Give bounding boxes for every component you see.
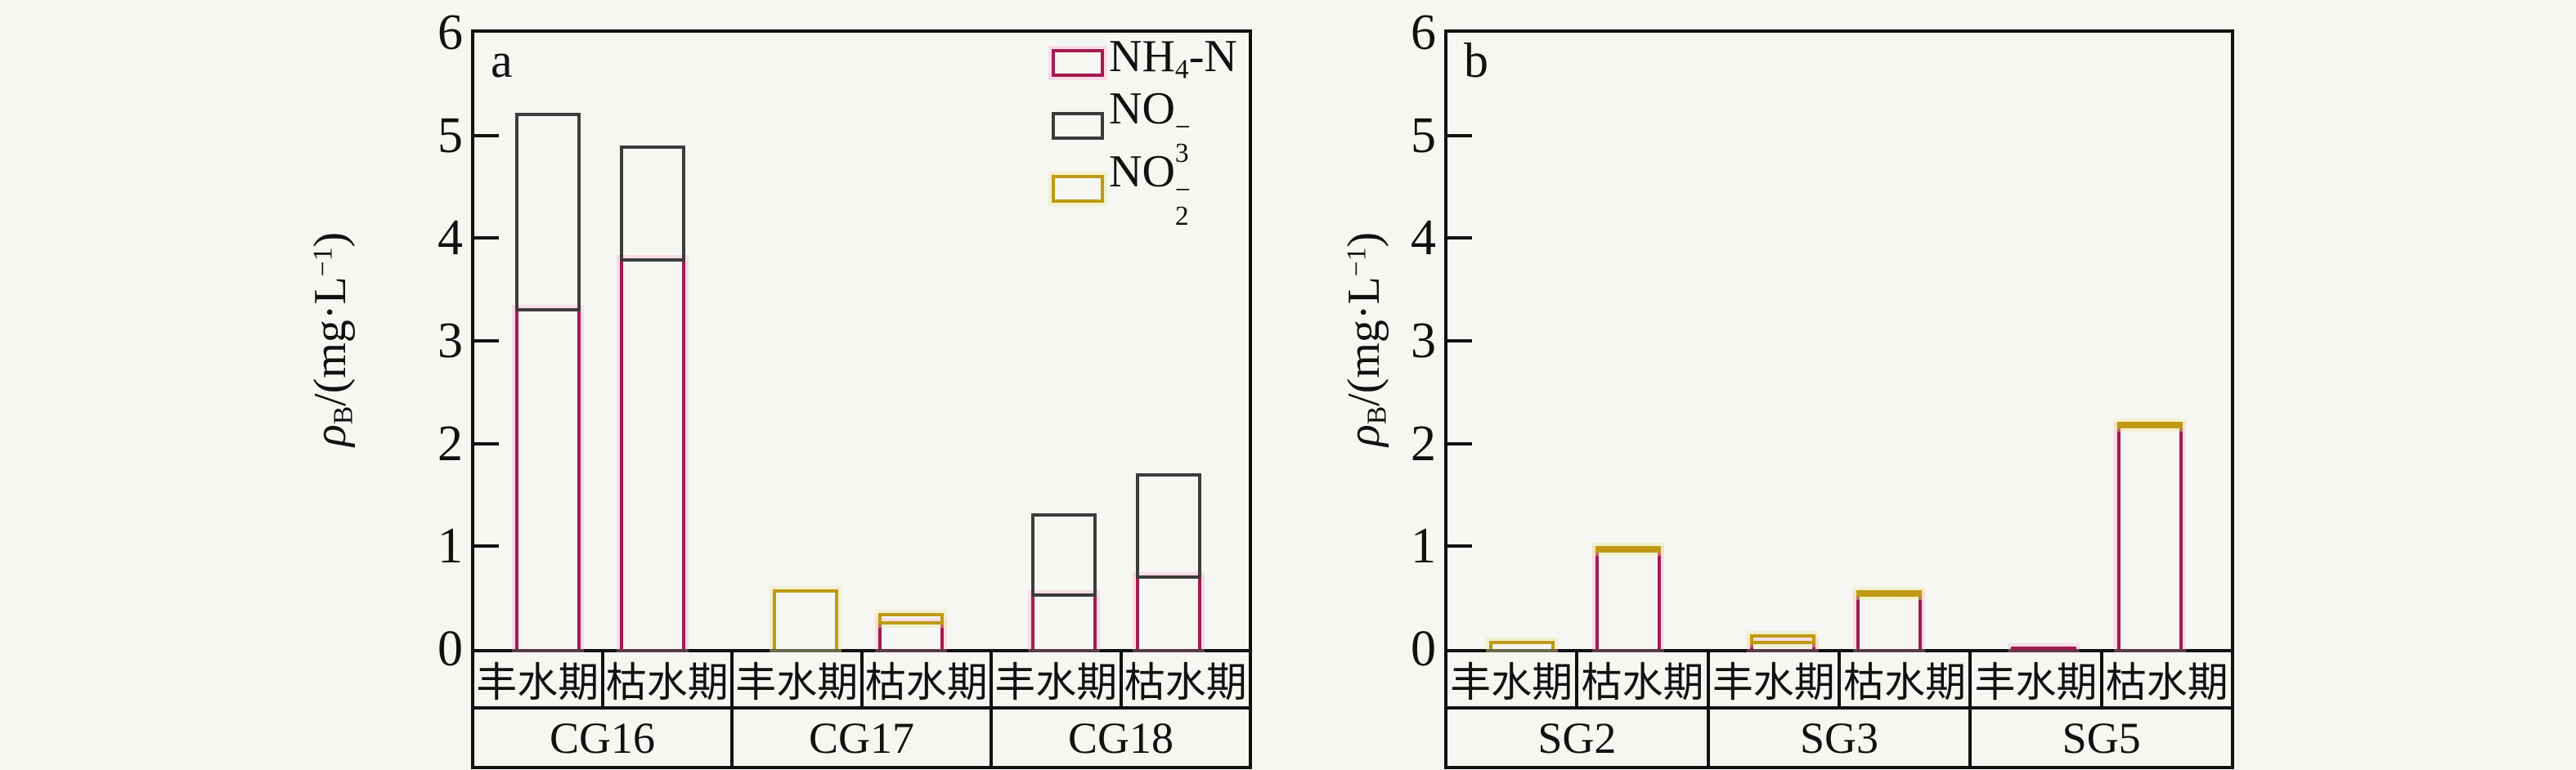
y-tick-label: 3 xyxy=(438,313,463,369)
season-cell: 枯水期 xyxy=(2099,652,2231,706)
season-cell: 枯水期 xyxy=(600,652,731,706)
y-tick-label: 4 xyxy=(1411,210,1436,266)
y-tick-label: 6 xyxy=(438,5,463,60)
plot-area-b: b xyxy=(1444,29,2234,652)
group-row-b: SG2 SG3 SG5 xyxy=(1447,706,2231,766)
group-cell: CG18 xyxy=(990,710,1249,766)
y-tick-mark xyxy=(474,236,499,240)
x-axis-table-a: 丰水期 枯水期 丰水期 枯水期 丰水期 枯水期 CG16 CG17 CG18 xyxy=(471,649,1252,769)
legend-row-nh4: NH4-N xyxy=(1052,34,1237,84)
season-cell: 丰水期 xyxy=(990,652,1120,706)
bar-segment-no2 xyxy=(1856,590,1922,598)
group-cell: SG2 xyxy=(1537,713,1617,763)
bar-segment-nh4 xyxy=(1856,593,1922,649)
legend-label-no2: NO −2 xyxy=(1109,145,1191,231)
bar-segment-nh4 xyxy=(1595,549,1661,649)
y-tick-mark xyxy=(1447,236,1472,240)
bar-segment-no2 xyxy=(773,589,839,649)
ion-charge-stack: −2 xyxy=(1174,174,1191,231)
bar-segment-nh4 xyxy=(2117,425,2183,649)
y-tick-mark xyxy=(474,133,499,137)
y-tick-label: 1 xyxy=(1411,518,1436,575)
season-cell: 丰水期 xyxy=(1450,660,1573,705)
y-tick-label: 0 xyxy=(1411,621,1436,677)
bar-segment-no2 xyxy=(1750,634,1816,644)
season-cell: 枯水期 xyxy=(1837,652,1968,706)
legend-label-nh4: NH4-N xyxy=(1109,30,1237,85)
bar-segment-no2 xyxy=(2117,422,2183,429)
bar-segment-no2 xyxy=(877,613,944,625)
group-cell: SG3 xyxy=(1706,710,1969,766)
y-tick-mark xyxy=(1447,544,1472,548)
y-tick-mark xyxy=(474,339,499,342)
bar-segment-nh4 xyxy=(1030,593,1097,649)
y-tick-label: 4 xyxy=(438,210,463,266)
y-tick-mark xyxy=(474,544,499,548)
season-cell: 丰水期 xyxy=(1706,652,1838,706)
y-tick-label: 1 xyxy=(438,518,463,575)
legend-swatch-no3 xyxy=(1052,112,1104,140)
y-tick-label: 2 xyxy=(1411,415,1436,472)
y-tick-label: 5 xyxy=(1411,107,1436,163)
season-cell: 丰水期 xyxy=(1968,652,2099,706)
panel-letter-b: b xyxy=(1464,34,1488,87)
season-cell: 枯水期 xyxy=(1119,652,1250,706)
season-cell: 丰水期 xyxy=(730,652,860,706)
y-tick-label: 6 xyxy=(1411,5,1436,60)
y-tick-label: 2 xyxy=(438,415,463,472)
season-row-b: 丰水期 枯水期 丰水期 枯水期 丰水期 枯水期 xyxy=(1447,652,2231,706)
bar-segment-no2 xyxy=(1488,640,1555,649)
bar-segment-nh4 xyxy=(620,258,686,649)
bar-segment-nh4 xyxy=(877,621,944,649)
bar-segment-nh4 xyxy=(1136,575,1202,649)
legend-swatch-no2 xyxy=(1052,175,1104,203)
panel-letter-a: a xyxy=(491,34,513,87)
season-row-a: 丰水期 枯水期 丰水期 枯水期 丰水期 枯水期 xyxy=(474,652,1249,706)
y-tick-mark xyxy=(1447,339,1472,342)
legend-swatch-nh4 xyxy=(1052,49,1104,77)
group-cell: CG16 xyxy=(549,713,655,763)
legend-label-no3: NO −3 xyxy=(1109,83,1191,168)
bar-segment-no3 xyxy=(1136,473,1202,579)
y-tick-mark xyxy=(1447,133,1472,137)
x-axis-table-b: 丰水期 枯水期 丰水期 枯水期 丰水期 枯水期 SG2 SG3 SG5 xyxy=(1444,649,2234,769)
group-cell: SG5 xyxy=(1968,710,2231,766)
season-cell: 丰水期 xyxy=(476,660,599,705)
group-row-a: CG16 CG17 CG18 xyxy=(474,706,1249,766)
group-cell: CG17 xyxy=(730,710,990,766)
y-tick-label: 0 xyxy=(438,621,463,677)
y-tick-mark xyxy=(474,441,499,445)
bar-segment-nh4 xyxy=(2011,647,2077,651)
y-tick-label: 3 xyxy=(1411,313,1436,369)
bar-segment-no2 xyxy=(1595,546,1661,553)
bar-segment-no3 xyxy=(620,145,686,262)
y-tick-mark xyxy=(1447,441,1472,445)
legend-row-no3: NO −3 xyxy=(1052,86,1191,167)
bar-segment-no3 xyxy=(514,113,581,311)
season-cell: 枯水期 xyxy=(859,652,990,706)
plot-area-a: a NH4-N NO −3 NO −2 xyxy=(471,29,1252,652)
bar-segment-nh4 xyxy=(514,307,581,649)
y-tick-label: 5 xyxy=(438,107,463,163)
legend-row-no2: NO −2 xyxy=(1052,149,1191,230)
bar-segment-no3 xyxy=(1030,513,1097,598)
ion-charge-stack: −3 xyxy=(1174,111,1191,168)
season-cell: 枯水期 xyxy=(1575,652,1706,706)
